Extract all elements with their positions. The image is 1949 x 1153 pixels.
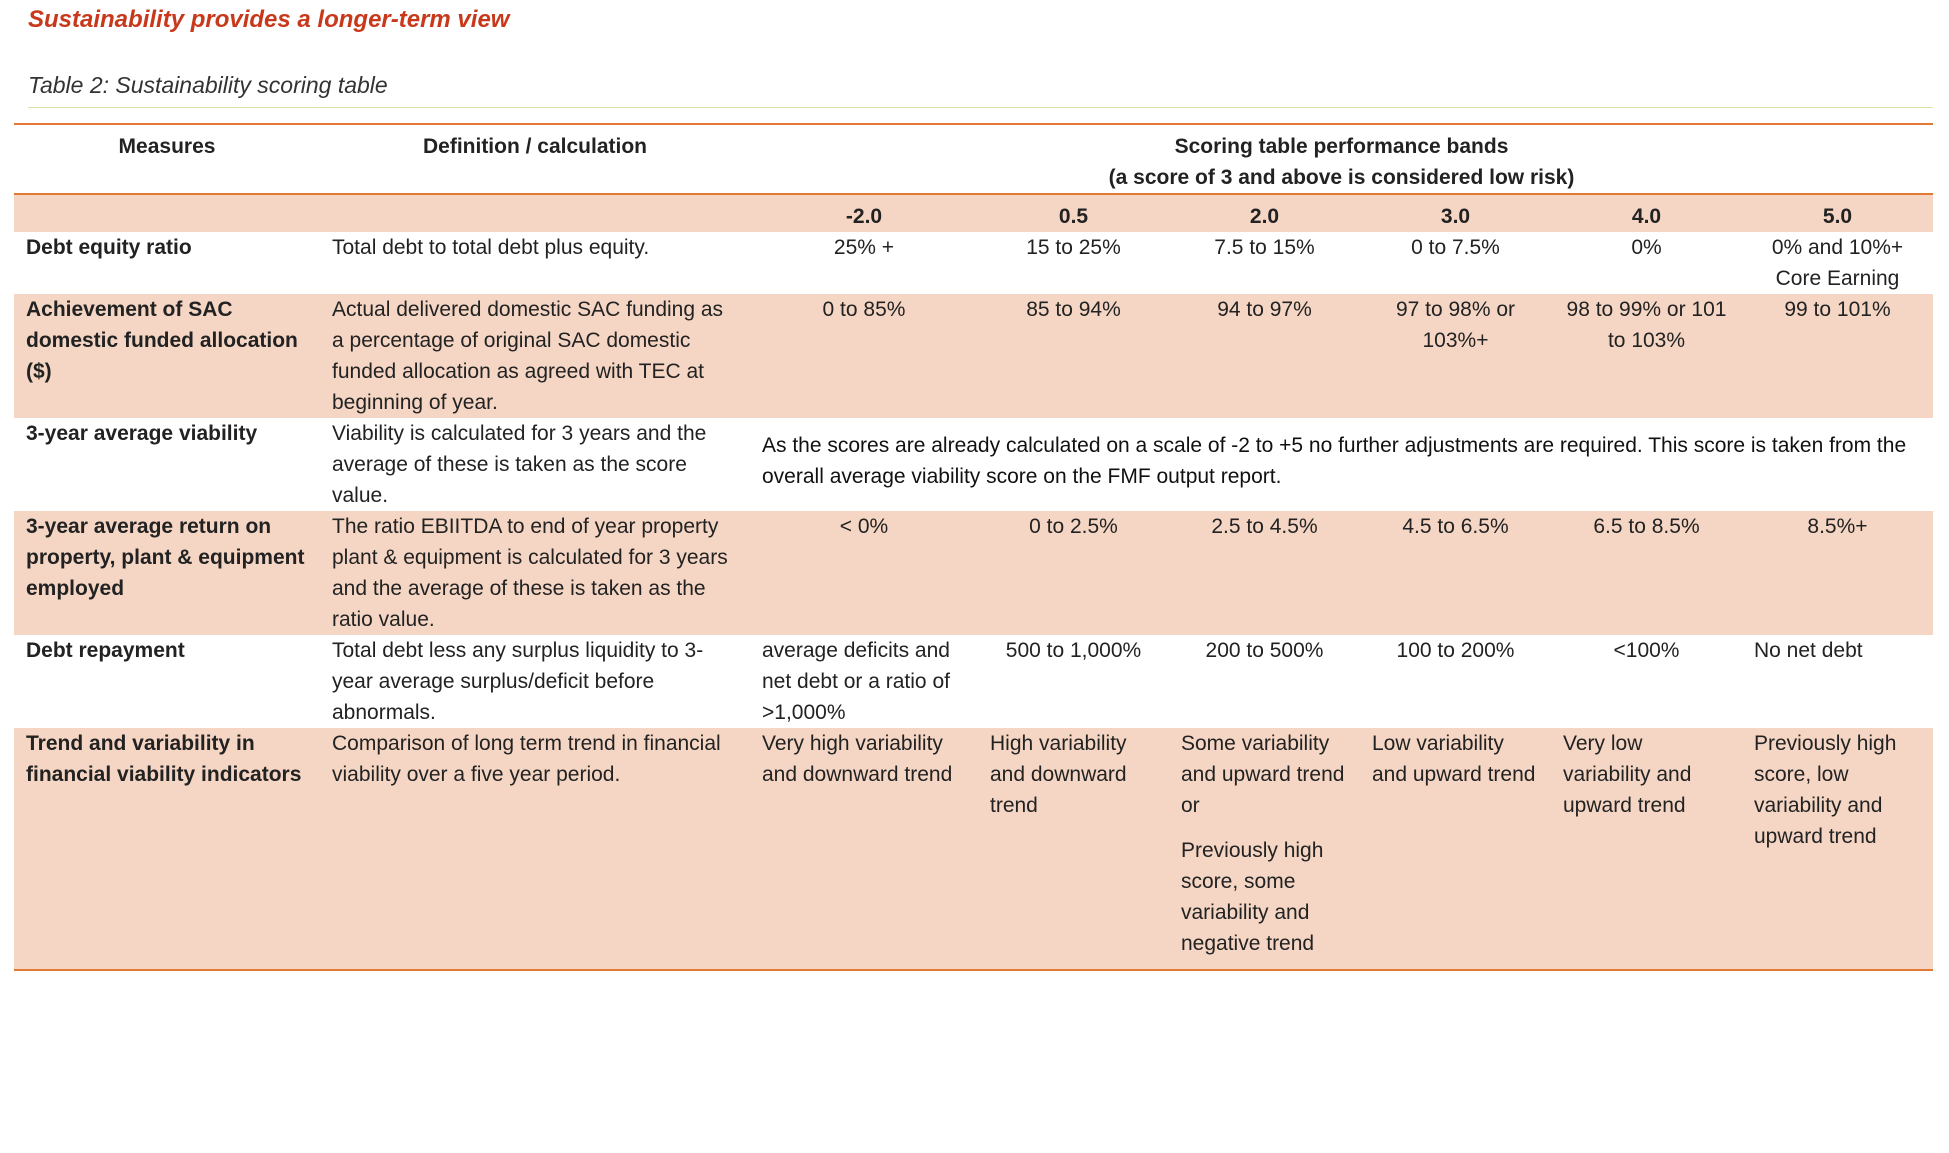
- measure-cell: 3-year average viability: [26, 422, 258, 445]
- score-cell: No net debt: [1754, 639, 1863, 662]
- score-cell: 0 to 7.5%: [1411, 236, 1500, 259]
- measure-cell: Trend and variability in financial viabi…: [14, 728, 320, 971]
- score-cell: 0 to 85%: [750, 294, 978, 418]
- band-score-row: -2.0 0.5 2.0 3.0 4.0 5.0: [14, 193, 1933, 232]
- score-cell: Very high variability and downward trend: [750, 728, 978, 971]
- score-cell: 7.5 to 15%: [1214, 236, 1315, 259]
- score-cell: 500 to 1,000%: [1005, 639, 1142, 662]
- score-cell: Previously high score, low variability a…: [1742, 728, 1933, 971]
- measure-cell: Debt equity ratio: [26, 236, 192, 259]
- band-score: 4.0: [1551, 193, 1742, 232]
- table-caption: Table 2: Sustainability scoring table: [28, 72, 388, 98]
- score-cell: Some variability and upward trend or Pre…: [1169, 728, 1360, 971]
- score-cell: Low variability and upward trend: [1360, 728, 1551, 971]
- band-score: 5.0: [1742, 193, 1933, 232]
- score-cell: 99 to 101%: [1742, 294, 1933, 418]
- score-cell: 98 to 99% or 101 to 103%: [1551, 294, 1742, 418]
- score-cell: 200 to 500%: [1205, 639, 1324, 662]
- score-cell: 4.5 to 6.5%: [1360, 511, 1551, 635]
- bands-header-title: Scoring table performance bands: [1174, 135, 1509, 158]
- table-row-trend-variability: Trend and variability in financial viabi…: [14, 728, 1933, 971]
- table-row-debt-repayment: Debt repayment Total debt less any surpl…: [14, 635, 1933, 728]
- score-cell: 25% +: [833, 236, 895, 259]
- column-header-bands: Scoring table performance bands (a score…: [750, 123, 1933, 194]
- band-score: -2.0: [750, 193, 978, 232]
- sustainability-scoring-table: Measures Definition / calculation Scorin…: [14, 123, 1933, 971]
- viability-note-cell: As the scores are already calculated on …: [762, 434, 1907, 488]
- score-text-extra: Previously high score, some variability …: [1181, 839, 1324, 955]
- table-row-debt-equity: Debt equity ratio Total debt to total de…: [14, 232, 1933, 294]
- band-score: 2.0: [1169, 193, 1360, 232]
- score-cell: <100%: [1613, 639, 1680, 662]
- band-score: 0.5: [978, 193, 1169, 232]
- score-cell: High variability and downward trend: [978, 728, 1169, 971]
- score-cell: 97 to 98% or 103%+: [1360, 294, 1551, 418]
- score-cell: Very low variability and upward trend: [1551, 728, 1742, 971]
- measure-cell: Achievement of SAC domestic funded alloc…: [14, 294, 320, 418]
- table-row-sac-allocation: Achievement of SAC domestic funded alloc…: [14, 294, 1933, 418]
- score-cell: < 0%: [750, 511, 978, 635]
- table-row-average-viability: 3-year average viability Viability is ca…: [14, 418, 1933, 511]
- score-cell: 94 to 97%: [1169, 294, 1360, 418]
- score-text: Some variability and upward trend or: [1181, 732, 1345, 817]
- definition-cell: Comparison of long term trend in financi…: [320, 728, 750, 971]
- score-cell: 8.5%+: [1742, 511, 1933, 635]
- table-row-return-on-ppe: 3-year average return on property, plant…: [14, 511, 1933, 635]
- definition-cell: Viability is calculated for 3 years and …: [332, 422, 707, 507]
- definition-cell: Total debt less any surplus liquidity to…: [332, 639, 704, 724]
- score-cell: 2.5 to 4.5%: [1169, 511, 1360, 635]
- score-cell: 6.5 to 8.5%: [1551, 511, 1742, 635]
- score-cell: 100 to 200%: [1396, 639, 1515, 662]
- score-cell: 0%: [1631, 236, 1662, 259]
- measure-cell: 3-year average return on property, plant…: [14, 511, 320, 635]
- definition-cell: Total debt to total debt plus equity.: [332, 236, 650, 259]
- score-cell: average deficits and net debt or a ratio…: [762, 639, 950, 724]
- column-header-definition: Definition / calculation: [320, 123, 750, 194]
- table-header-row: Measures Definition / calculation Scorin…: [14, 123, 1933, 194]
- definition-cell: Actual delivered domestic SAC funding as…: [320, 294, 750, 418]
- section-heading: Sustainability provides a longer-term vi…: [28, 6, 510, 33]
- band-score: 3.0: [1360, 193, 1551, 232]
- score-cell: 0 to 2.5%: [978, 511, 1169, 635]
- band-blank-cell: [14, 193, 320, 232]
- definition-cell: The ratio EBIITDA to end of year propert…: [320, 511, 750, 635]
- caption-divider: [28, 107, 1933, 108]
- bands-header-subtitle: (a score of 3 and above is considered lo…: [1108, 166, 1575, 189]
- column-header-measures: Measures: [14, 123, 320, 194]
- score-cell: 15 to 25%: [1026, 236, 1121, 259]
- measure-cell: Debt repayment: [26, 639, 185, 662]
- band-blank-cell: [320, 193, 750, 232]
- score-cell: 85 to 94%: [978, 294, 1169, 418]
- score-cell: 0% and 10%+ Core Earning: [1771, 236, 1904, 290]
